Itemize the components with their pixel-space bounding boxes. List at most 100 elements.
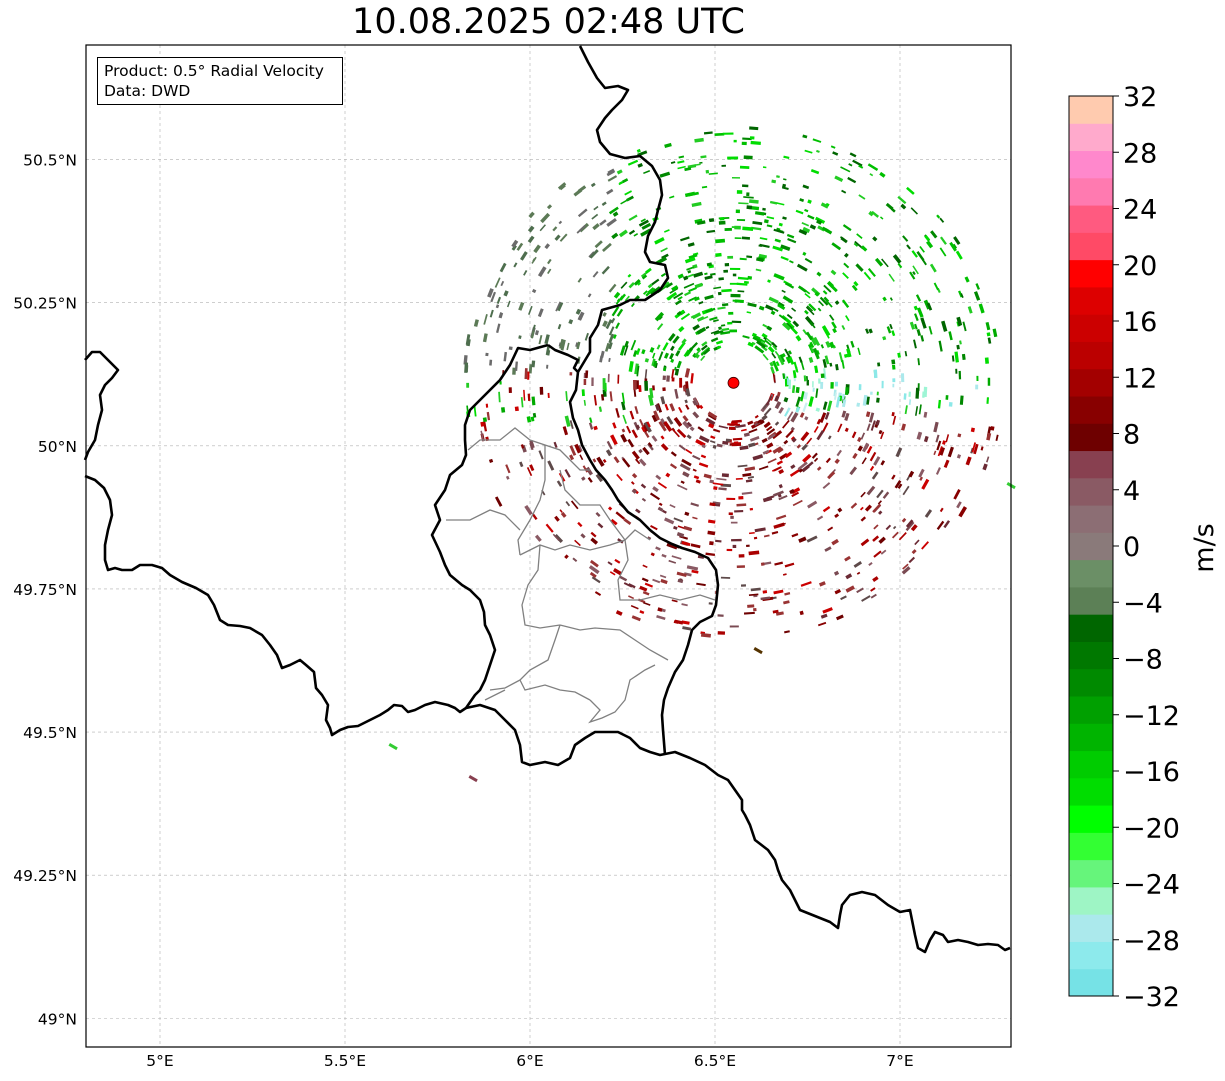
echo-pixel	[800, 431, 810, 442]
echo-pixel	[743, 155, 753, 160]
echo-pixel	[751, 341, 756, 345]
echo-pixel	[695, 479, 701, 484]
echo-pixel	[929, 263, 937, 273]
colorbar-tick-label: 8	[1123, 420, 1140, 451]
echo-pixel	[679, 463, 691, 472]
echo-pixel	[562, 426, 569, 436]
echo-pixel	[690, 543, 701, 549]
echo-pixel	[786, 313, 793, 320]
echo-pixel	[778, 484, 783, 489]
echo-pixel	[835, 614, 844, 621]
echo-pixel	[716, 477, 727, 481]
velocity-echoes	[388, 126, 1016, 783]
echo-pixel	[666, 291, 678, 301]
echo-pixel	[747, 275, 753, 280]
echo-pixel	[569, 420, 574, 429]
echo-pixel	[710, 337, 719, 343]
echo-pixel	[693, 296, 700, 302]
colorbar-segment	[1069, 696, 1113, 724]
echo-pixel	[843, 252, 849, 258]
echo-pixel	[728, 426, 736, 430]
colorbar-tick-label: 20	[1123, 251, 1157, 282]
echo-pixel	[630, 339, 637, 351]
echo-pixel	[741, 236, 751, 240]
echo-pixel	[834, 458, 840, 465]
echo-pixel	[945, 395, 949, 400]
echo-pixel	[608, 283, 617, 293]
echo-pixel	[889, 323, 893, 330]
echo-pixel	[844, 387, 849, 396]
echo-pixel	[753, 334, 761, 340]
echo-pixel	[870, 587, 876, 592]
echo-pixel	[743, 432, 750, 437]
echo-pixel	[902, 235, 909, 242]
echo-pixel	[528, 211, 535, 219]
echo-pixel	[727, 156, 739, 160]
echo-pixel	[643, 429, 650, 438]
echo-pixel	[772, 372, 776, 383]
echo-pixel	[881, 380, 884, 389]
echo-pixel	[482, 333, 488, 343]
echo-pixel	[902, 485, 910, 496]
echo-pixel	[530, 330, 535, 339]
echo-pixel	[486, 411, 491, 421]
echo-pixel	[532, 324, 536, 331]
echo-pixel	[803, 375, 807, 382]
echo-pixel	[755, 268, 762, 272]
echo-pixel	[819, 412, 827, 424]
colorbar-segment	[1069, 668, 1113, 697]
echo-pixel	[682, 420, 691, 429]
echo-pixel	[565, 391, 568, 402]
echo-pixel	[901, 517, 907, 523]
echo-pixel	[617, 538, 624, 544]
echo-pixel	[633, 389, 637, 397]
echo-pixel	[778, 222, 783, 227]
colorbar-segment	[1069, 450, 1113, 479]
echo-pixel	[760, 596, 771, 601]
echo-pixel	[915, 294, 922, 302]
echo-pixel	[914, 313, 919, 322]
echo-pixel	[717, 631, 726, 635]
echo-pixel	[699, 161, 703, 164]
echo-pixel	[700, 344, 708, 351]
echo-pixel	[754, 345, 765, 354]
echo-pixel	[620, 198, 630, 205]
colorbar-tick-label: −32	[1123, 982, 1180, 1013]
echo-pixel	[882, 336, 887, 341]
echo-pixel	[524, 368, 528, 380]
echo-pixel	[685, 404, 690, 410]
echo-pixel	[920, 317, 927, 329]
echo-pixel	[676, 360, 682, 369]
echo-pixel	[527, 235, 535, 244]
echo-pixel	[587, 476, 593, 483]
echo-pixel	[812, 138, 822, 143]
colorbar-tick-label: −28	[1123, 926, 1180, 957]
echo-pixel	[915, 406, 919, 416]
echo-pixel	[776, 202, 785, 206]
echo-pixel	[840, 236, 845, 241]
echo-pixel	[754, 527, 766, 533]
echo-pixel	[801, 222, 810, 227]
echo-pixel	[669, 504, 676, 509]
echo-pixel	[783, 439, 789, 445]
colorbar-ticks: 32 28 24 20 16 12 8 4 0 −4 −8 −12 −16 −20 −24 −28 −32	[1113, 82, 1180, 1013]
echo-pixel	[743, 196, 754, 199]
echo-pixel	[736, 282, 748, 286]
echo-pixel	[808, 303, 817, 312]
longitude-ticks: 5°E 5.5°E 6°E 6.5°E 7°E	[146, 1052, 913, 1070]
echo-pixel	[919, 245, 925, 253]
echo-pixel	[692, 397, 699, 406]
lat-tick-label: 50°N	[38, 438, 77, 456]
echo-pixel	[869, 465, 875, 471]
echo-pixel	[857, 436, 862, 443]
echo-pixel	[873, 456, 881, 466]
echo-pixel	[726, 497, 736, 501]
echo-pixel	[653, 360, 658, 368]
echo-pixel	[885, 524, 892, 531]
echo-pixel	[684, 399, 688, 404]
echo-pixel	[870, 420, 876, 431]
echo-pixel	[592, 271, 599, 278]
echo-pixel	[731, 226, 737, 229]
echo-pixel	[783, 600, 790, 605]
echo-pixel	[617, 374, 620, 384]
